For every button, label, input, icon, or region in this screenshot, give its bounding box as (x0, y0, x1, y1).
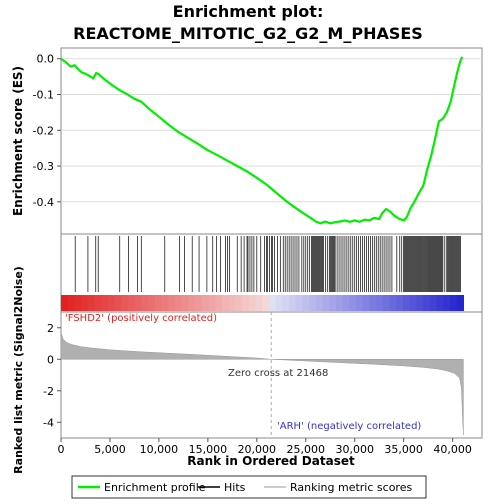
heatbar-segment (369, 295, 377, 311)
heatbar-segment (449, 295, 458, 311)
heatbar-segment (255, 295, 263, 311)
heatbar-segment (362, 295, 371, 311)
heatbar-segment (275, 295, 283, 311)
x-tick-label: 40,000 (433, 443, 472, 456)
legend-label: Hits (224, 481, 246, 494)
ranked-metric-area (60, 332, 464, 435)
negative-correlation-label: 'ARH' (negatively correlated) (277, 421, 421, 432)
positive-correlation-label: 'FSHD2' (positively correlated) (65, 313, 217, 324)
es-ylabel: Enrichment score (ES) (11, 66, 25, 216)
ranked-ytick-label: -4 (43, 416, 54, 429)
heatbar-segment (188, 295, 196, 311)
x-tick-label: 25,000 (287, 443, 326, 456)
heatbar-segment (282, 295, 290, 311)
legend-label: Ranking metric scores (290, 481, 412, 494)
chart-title-line2: REACTOME_MITOTIC_G2_G2_M_PHASES (73, 24, 423, 43)
heatbar-segment (436, 295, 444, 311)
heatbar-segment (423, 295, 431, 311)
heatbar-segment (349, 295, 357, 311)
x-tick-label: 35,000 (384, 443, 423, 456)
ranked-ylabel: Ranked list metric (Signal2Noise) (12, 266, 25, 474)
heatbar-segment (342, 295, 350, 311)
heatbar-segment (403, 295, 411, 311)
heatbar-segment (201, 295, 210, 311)
es-ytick-label: -0.3 (33, 160, 54, 173)
heatbar-segment (161, 295, 169, 311)
enrichment-profile-line (60, 56, 464, 225)
heatbar-segment (195, 295, 203, 311)
heatbar-segment (107, 295, 116, 311)
heatbar-segment (128, 295, 136, 311)
heatbar-segment (309, 295, 317, 311)
heatbar-segment (74, 295, 82, 311)
heatbar-segment (409, 295, 418, 311)
heatbar-segment (295, 295, 304, 311)
heatbar-segment (221, 295, 230, 311)
heatbar-segment (121, 295, 129, 311)
heatbar-segment (154, 295, 163, 311)
x-tick-label: 5,000 (94, 443, 126, 456)
heatbar-segment (67, 295, 76, 311)
heatbar-segment (335, 295, 344, 311)
ranked-ytick-label: 2 (47, 322, 54, 335)
heatbar-segment (215, 295, 223, 311)
heatbar-segment (389, 295, 397, 311)
heatbar-segment (141, 295, 149, 311)
heatbar-segment (443, 295, 451, 311)
heatbar-segment (456, 295, 464, 311)
heatbar-segment (148, 295, 156, 311)
heatbar-segment (356, 295, 364, 311)
es-ytick-label: -0.2 (33, 124, 54, 137)
heatbar-segment (81, 295, 89, 311)
heatbar-segment (429, 295, 438, 311)
es-panel-frame (60, 47, 483, 235)
heatbar-segment (94, 295, 102, 311)
zero-cross-label: Zero cross at 21468 (228, 368, 328, 379)
heatbar-segment (235, 295, 243, 311)
heatbar-segment (228, 295, 236, 311)
heatbar-segment (208, 295, 216, 311)
heatbar-segment (87, 295, 96, 311)
x-tick-label: 10,000 (140, 443, 179, 456)
heatbar-segment (175, 295, 183, 311)
heatbar-segment (322, 295, 330, 311)
ranked-ytick-label: -2 (43, 385, 54, 398)
heatbar-segment (396, 295, 404, 311)
heatbar-segment (416, 295, 424, 311)
x-tick-label: 15,000 (189, 443, 228, 456)
heatbar-segment (101, 295, 109, 311)
heatbar-segment (329, 295, 337, 311)
legend-box (71, 475, 427, 499)
heatbar-segment (181, 295, 190, 311)
x-tick-label: 0 (58, 443, 65, 456)
es-ytick-label: 0.0 (37, 53, 55, 66)
x-axis-label: Rank in Ordered Dataset (187, 454, 355, 468)
heatbar-segment (114, 295, 122, 311)
heatbar-segment (315, 295, 324, 311)
chart-title-line1: Enrichment plot: (173, 2, 324, 21)
heatbar-segment (302, 295, 310, 311)
heatbar-segment (134, 295, 143, 311)
heatbar-segment (382, 295, 391, 311)
heatbar-segment (376, 295, 384, 311)
heatbar-segment (268, 295, 277, 311)
legend-label: Enrichment profile (104, 481, 206, 494)
ranked-ytick-label: 0 (47, 353, 54, 366)
heatbar-segment (289, 295, 297, 311)
heatbar-segment (242, 295, 250, 311)
heatbar-segment (61, 295, 69, 311)
es-ytick-label: -0.4 (33, 196, 54, 209)
x-tick-label: 20,000 (238, 443, 277, 456)
x-tick-label: 30,000 (335, 443, 374, 456)
heatbar-segment (168, 295, 176, 311)
es-ytick-label: -0.1 (33, 89, 54, 102)
heatbar-segment (248, 295, 257, 311)
heatbar-segment (262, 295, 270, 311)
